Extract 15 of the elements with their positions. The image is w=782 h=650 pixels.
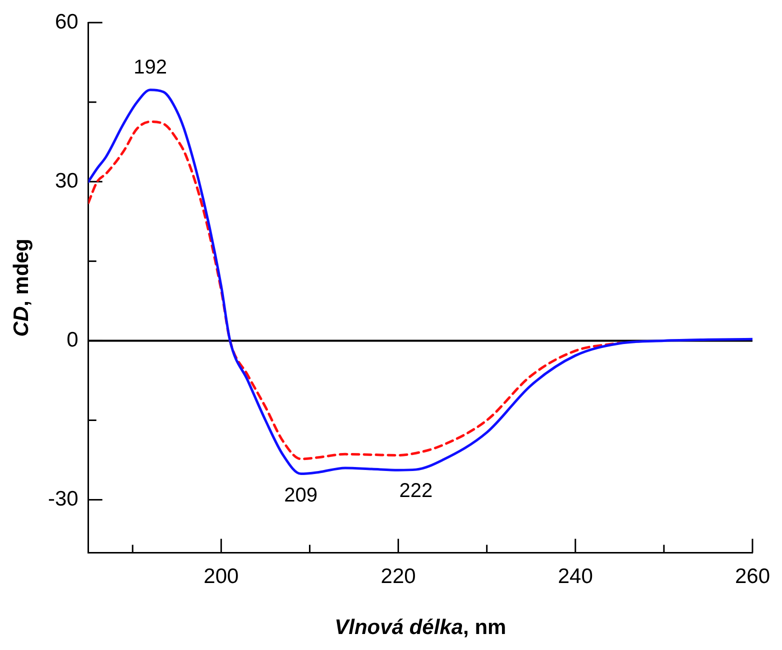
y-tick-label: -30 (48, 488, 78, 511)
x-tick-label: 260 (734, 565, 770, 588)
line-series (88, 120, 621, 460)
y-axis-title: CD, mdeg (10, 238, 33, 337)
x-axis-title: Vlnová délka, nm (334, 616, 506, 639)
y-tick-label: 60 (54, 10, 78, 34)
line-series (88, 88, 752, 476)
y-tick-label: 0 (66, 328, 78, 352)
annotation: 192 (134, 56, 168, 78)
x-tick-label: 200 (204, 565, 239, 588)
x-tick-label: 220 (380, 565, 416, 588)
annotation: 222 (399, 480, 433, 502)
x-tick-label: 240 (558, 565, 593, 588)
annotation: 209 (284, 484, 318, 506)
y-tick-label: 30 (54, 169, 78, 192)
